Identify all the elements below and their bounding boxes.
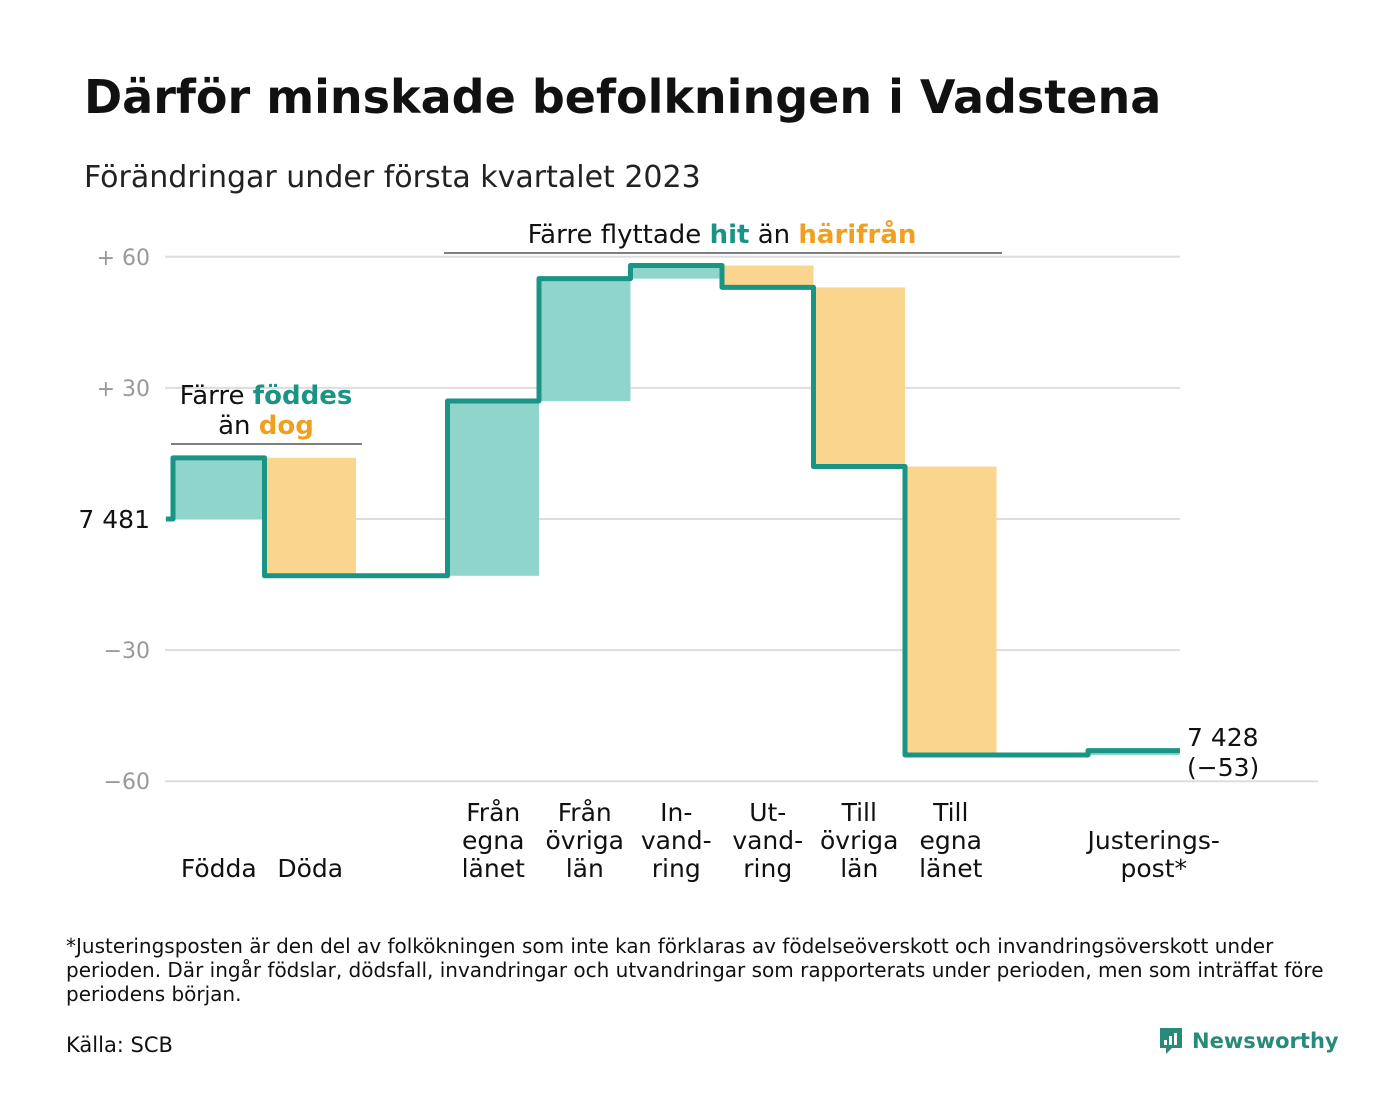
x-category-label: Från: [466, 798, 520, 827]
x-category-label: länet: [462, 854, 525, 883]
x-category-label: vand-: [641, 826, 712, 855]
end-value-label: 7 428: [1187, 723, 1259, 752]
x-category-label: övriga: [545, 826, 624, 855]
x-category-label: Ut-: [749, 798, 786, 827]
births-annotation-text: än: [218, 411, 259, 441]
x-category-label: egna: [920, 826, 982, 855]
x-category-label: vand-: [732, 826, 803, 855]
migration-annotation-highlight-out: härifrån: [798, 218, 916, 250]
x-category-label: län: [566, 854, 604, 883]
births-annotation-text: Färre: [180, 381, 253, 411]
bar: [905, 466, 997, 755]
births-annotation-highlight: föddes: [253, 381, 353, 411]
bar: [264, 457, 356, 576]
y-tick-label: + 30: [97, 377, 150, 402]
x-category-label: post*: [1121, 854, 1188, 883]
y-tick-label: −60: [104, 770, 150, 795]
brand-logo: Newsworthy: [1158, 1026, 1339, 1056]
chart-subtitle: Förändringar under första kvartalet 2023: [84, 160, 701, 195]
end-change-label: (−53): [1187, 753, 1259, 782]
bar: [630, 265, 722, 279]
x-category-label: ring: [743, 854, 792, 883]
x-category-label: övriga: [820, 826, 899, 855]
x-category-label: egna: [462, 826, 524, 855]
x-category-label: Födda: [181, 854, 257, 883]
svg-text:Färre föddes: Färre föddes: [180, 381, 353, 411]
bar: [173, 457, 265, 519]
brand-name: Newsworthy: [1192, 1029, 1339, 1053]
svg-text:Färre flyttade hit än härifrån: Färre flyttade hit än härifrån: [528, 218, 917, 250]
x-category-label: Justerings-: [1086, 826, 1220, 855]
grid-layer: + 60 + 30 −30 −60: [97, 246, 1318, 795]
source: Källa: SCB: [66, 1033, 173, 1057]
migration-annotation-highlight-in: hit: [710, 220, 750, 250]
cumulative-step-line: [166, 263, 1182, 758]
deaths-annotation-highlight: dog: [259, 411, 314, 441]
x-category-label: In-: [660, 798, 692, 827]
svg-text:än dog: än dog: [218, 411, 314, 441]
footnote: *Justeringsposten är den del av folkökni…: [66, 934, 1324, 1006]
migration-annotation-text: än: [749, 220, 798, 250]
x-category-label: Döda: [277, 854, 343, 883]
chart-title: Därför minskade befolkningen i Vadstena: [84, 70, 1162, 124]
newsworthy-logo-icon: [1160, 1028, 1182, 1054]
bar: [813, 287, 905, 467]
x-category-label: län: [840, 854, 878, 883]
x-category-label: ring: [652, 854, 701, 883]
x-category-label: Till: [932, 798, 968, 827]
start-value-label: 7 481: [78, 505, 150, 534]
x-category-label: Från: [558, 798, 612, 827]
y-tick-label: + 60: [97, 246, 150, 271]
line-layer: [166, 263, 1182, 758]
migration-annotation-text: Färre flyttade: [528, 220, 710, 250]
births-annotation: Färre föddes än dog: [171, 381, 362, 445]
bar-layer: [173, 265, 1180, 755]
x-category-label: Till: [841, 798, 877, 827]
migration-annotation: Färre flyttade hit än härifrån: [444, 218, 1002, 254]
bar: [539, 278, 631, 402]
y-tick-label: −30: [104, 639, 150, 664]
bar: [447, 401, 539, 576]
x-category-label: länet: [919, 854, 982, 883]
bar: [722, 265, 814, 288]
